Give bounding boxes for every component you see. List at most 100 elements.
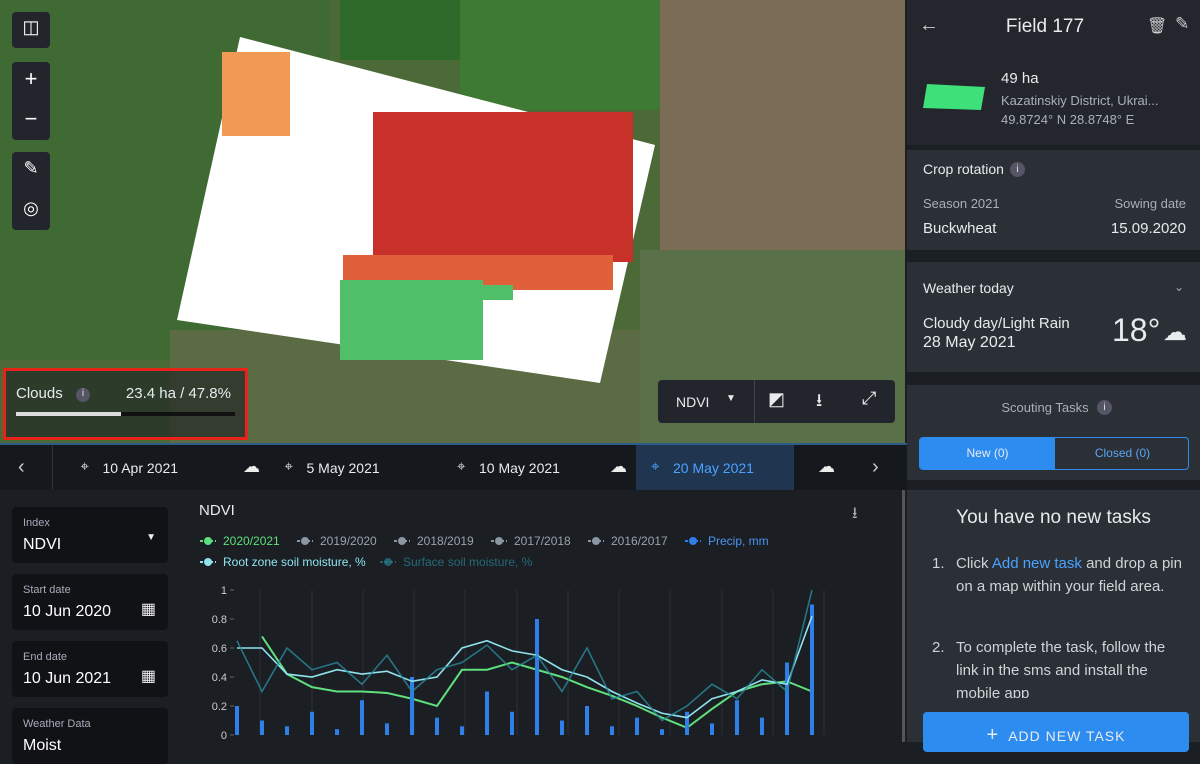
timeline: ‹ › 10 Apr 2021 ⌖ 5 May 2021 ⌖ 10 May 2021 ⌖ 2… xyxy=(0,443,907,490)
precip-bar xyxy=(760,717,764,735)
field-district: Kazatinskiy District, Ukrai... xyxy=(1001,93,1159,108)
date-cell[interactable]: 5 May 2021 ⌖ xyxy=(262,445,435,490)
filter-box[interactable]: Index NDVI ▼ xyxy=(12,507,168,563)
contrast-button[interactable]: ◩ xyxy=(768,389,786,409)
legend-label[interactable]: Root zone soil moisture, % xyxy=(223,555,366,569)
satellite-icon: ⌖ xyxy=(80,458,89,475)
filter-value: 10 Jun 2020 xyxy=(23,603,112,620)
filter-label: Weather Data xyxy=(23,718,91,730)
field-coords: 49.8724° N 28.8748° E xyxy=(1001,112,1135,127)
precip-bar xyxy=(260,720,264,735)
date-label: 10 Apr 2021 xyxy=(102,460,179,476)
satellite-icon: ⌖ xyxy=(651,458,660,475)
tab[interactable]: New (0) xyxy=(920,438,1055,469)
legend-dot xyxy=(204,558,212,566)
temperature: 18° xyxy=(1112,312,1161,348)
precip-bar xyxy=(735,700,739,735)
filter-label: Index xyxy=(23,517,50,529)
season-label: Season 2021 xyxy=(923,196,1000,211)
legend-dot xyxy=(398,537,406,545)
map-layer-controls: NDVI ▼ ◩ ⭳ ⤢ xyxy=(658,380,895,423)
filter-value: 10 Jun 2021 xyxy=(23,670,112,687)
tasks: You have no new tasks 1. Click Add new t… xyxy=(907,490,1200,752)
precip-bar xyxy=(510,711,514,735)
field-title: Field 177 xyxy=(1005,16,1085,37)
crop-rotation: Crop rotation i Season 2021 Sowing date … xyxy=(907,150,1200,250)
filter-label: End date xyxy=(23,651,68,663)
fullscreen-button[interactable]: ⤢ xyxy=(862,388,877,408)
date-cell[interactable]: 10 Apr 2021 ⌖ xyxy=(52,445,235,490)
date-label: 5 May 2021 xyxy=(306,460,380,476)
precip-bar xyxy=(485,691,489,735)
date-cell[interactable]: 10 May 2021 ⌖ xyxy=(435,445,607,490)
next-button[interactable]: › xyxy=(872,456,879,478)
precip-bar xyxy=(410,677,414,735)
step-text: and drop a pin on a map within your fiel… xyxy=(956,555,1182,595)
step-text: To complete the task, follow the link in… xyxy=(956,639,1166,698)
precip-bar xyxy=(335,729,339,735)
delete-button[interactable]: 🗑 xyxy=(1147,18,1168,35)
precip-bar xyxy=(435,717,439,735)
cloud-icon: ☁ xyxy=(818,457,835,476)
date-label: 20 May 2021 xyxy=(673,460,754,476)
step-text: Click xyxy=(956,555,992,572)
precip-bar xyxy=(360,700,364,735)
legend-dot xyxy=(689,537,697,545)
legend-label[interactable]: Precip, mm xyxy=(708,534,769,548)
tabs: New (0) Closed (0) xyxy=(919,437,1189,470)
prev-button[interactable]: ‹ xyxy=(18,456,25,478)
tools[interactable]: ✎ ◎ xyxy=(12,152,50,230)
y-tick-label: 0.6 xyxy=(212,643,227,655)
date-label: 10 May 2021 xyxy=(479,460,560,476)
y-tick-label: 0.8 xyxy=(212,614,227,626)
series-line xyxy=(237,615,813,719)
y-tick-label: 0 xyxy=(221,730,227,742)
precip-bar xyxy=(460,726,464,735)
step-link[interactable]: Add new task xyxy=(991,555,1082,572)
sowing-label: Sowing date xyxy=(1114,196,1186,211)
filter-icon: ▦ xyxy=(140,668,156,685)
precip-bar xyxy=(235,706,239,735)
back-button[interactable]: ← xyxy=(919,14,939,36)
legend-dot xyxy=(495,537,503,545)
legend-label[interactable]: 2017/2018 xyxy=(514,534,571,548)
edit-button[interactable]: ✎ xyxy=(1175,14,1190,33)
legend-dot xyxy=(592,537,600,545)
legend-label[interactable]: 2016/2017 xyxy=(611,534,668,548)
legend-label[interactable]: Surface soil moisture, % xyxy=(403,555,533,569)
step: 2. To complete the task, follow the link… xyxy=(932,636,1182,698)
precip-bar xyxy=(710,723,714,735)
compare-button[interactable]: ◫ xyxy=(12,12,50,48)
precip-bar xyxy=(535,619,539,735)
date-cell[interactable]: 20 May 2021 ⌖ xyxy=(636,445,794,490)
step: 1. Click Add new task and drop a pin on … xyxy=(932,555,1182,595)
clouds-track xyxy=(16,412,235,416)
download-button[interactable]: ⭳ xyxy=(816,390,823,410)
precip-bar xyxy=(810,604,814,735)
filter-box[interactable]: End date 10 Jun 2021 ▦ xyxy=(12,641,168,697)
layer-select[interactable]: NDVI xyxy=(676,394,710,410)
scouting: Scouting Tasks i New (0) Closed (0) xyxy=(907,385,1200,480)
legend-dot xyxy=(384,558,392,566)
legend-label[interactable]: 2019/2020 xyxy=(320,534,377,548)
y-tick-label: 0.2 xyxy=(212,701,227,713)
legend-label[interactable]: 2018/2019 xyxy=(417,534,474,548)
legend-label[interactable]: 2020/2021 xyxy=(223,534,280,548)
precip-bar xyxy=(310,711,314,735)
info-icon: i xyxy=(76,388,90,402)
tab[interactable]: Closed (0) xyxy=(1094,446,1151,460)
field-header: ← Field 177 🗑 ✎ xyxy=(907,0,1200,60)
precip-bar xyxy=(585,706,589,735)
precip-bar xyxy=(610,726,614,735)
legend-dot xyxy=(301,537,309,545)
zoom-controls[interactable]: + − xyxy=(12,62,50,140)
button-label: ADD NEW TASK xyxy=(1008,728,1126,744)
filter-box[interactable]: Start date 10 Jun 2020 ▦ xyxy=(12,574,168,630)
weather-summary: Cloudy day/Light Rain xyxy=(923,315,1070,332)
add-task-button[interactable]: + ADD NEW TASK xyxy=(923,712,1189,752)
chart-download[interactable]: ⭳ xyxy=(852,505,858,522)
cloud-icon: ☁ xyxy=(610,457,627,476)
precip-bar xyxy=(560,720,564,735)
section-title: Weather today xyxy=(923,280,1014,296)
